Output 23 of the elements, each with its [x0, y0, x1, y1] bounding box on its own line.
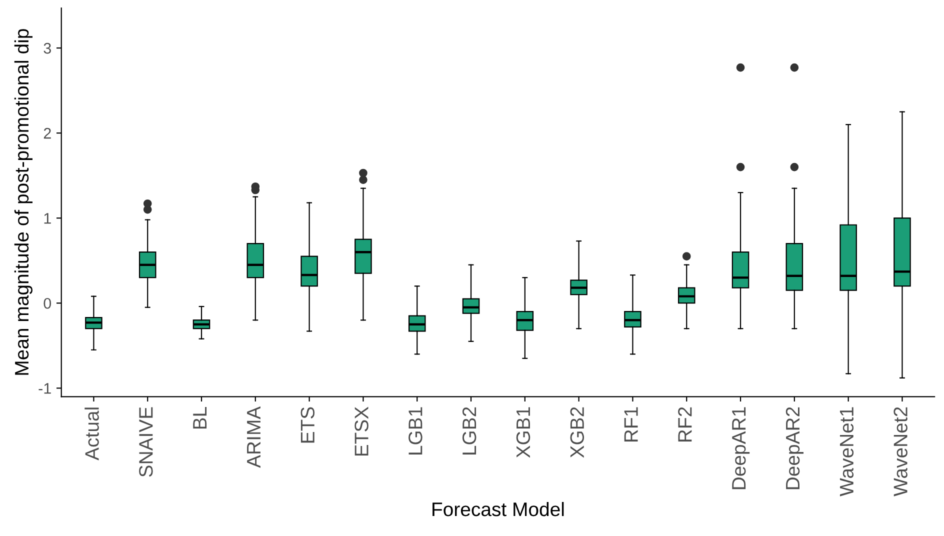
x-tick-label: BL	[193, 407, 207, 429]
y-tick-label: 3	[44, 42, 51, 54]
y-tick-label: 2	[44, 128, 51, 139]
y-tick-label: -1	[38, 383, 51, 394]
y-tick-label: 0	[44, 298, 52, 309]
x-tick-label: ARIMA	[247, 406, 260, 468]
x-tick-label: ETSX	[354, 406, 368, 456]
x-tick-label: LGB2	[462, 407, 476, 454]
y-tick-label: 1	[44, 213, 51, 224]
x-tick-label: RF2	[678, 407, 692, 442]
x-tick-label: LGB1	[408, 407, 422, 454]
x-tick-label: DeepAR2	[786, 407, 804, 490]
x-tick-label: ETS	[300, 407, 315, 443]
x-tick-label: Actual	[84, 408, 99, 460]
x-tick-label: XGB2	[570, 407, 584, 458]
y-axis-title: Mean magnitude of post-promotional dip	[14, 29, 32, 375]
x-tick-label: XGB1	[516, 407, 530, 458]
x-tick-label: DeepAR1	[732, 407, 750, 490]
x-axis-title: Forecast Model	[432, 502, 564, 516]
x-tick-label: RF1	[624, 407, 638, 442]
x-tick-label: WaveNet2	[894, 407, 908, 496]
x-tick-label: WaveNet1	[840, 407, 854, 496]
x-tick-label: SNAIVE	[139, 407, 153, 477]
